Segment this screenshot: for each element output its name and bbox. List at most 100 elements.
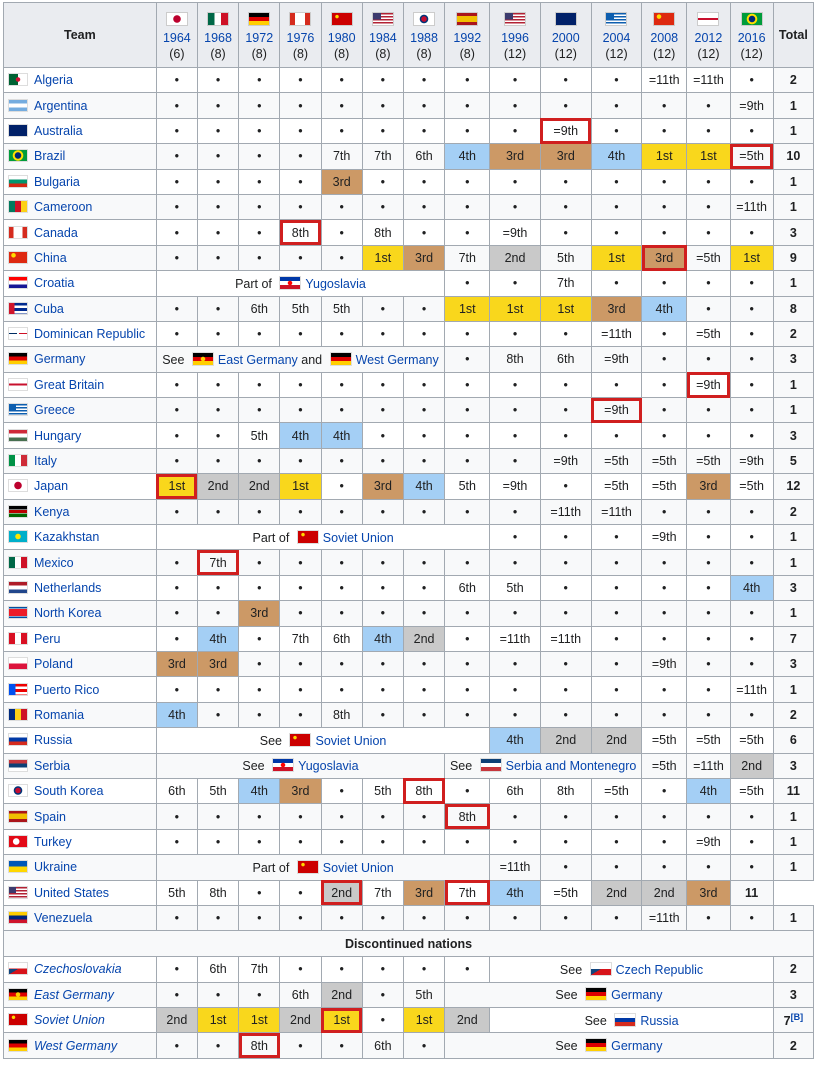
footnote-link[interactable]: [B] (790, 1012, 804, 1023)
year-link[interactable]: 1964 (162, 30, 191, 45)
year-link[interactable]: 2000 (551, 30, 580, 45)
team-link[interactable]: Soviet Union (34, 1013, 105, 1028)
team-link[interactable]: Algeria (34, 73, 73, 88)
team-link[interactable]: China (34, 250, 67, 265)
team-link[interactable]: Puerto Rico (34, 682, 100, 697)
result-cell: 1st (155, 473, 198, 500)
team-link[interactable]: Germany (34, 352, 86, 367)
team-link[interactable]: Poland (34, 657, 73, 672)
team-link[interactable]: Cameroon (34, 200, 93, 215)
see-link[interactable]: West Germany (355, 352, 439, 367)
result-cell: • (489, 650, 541, 678)
result-cell: • (361, 828, 404, 856)
team-link[interactable]: Kazakhstan (34, 530, 100, 545)
team-link[interactable]: Cuba (34, 301, 64, 316)
year-header-1972[interactable]: 1972 (8) (238, 2, 281, 68)
year-header-1996[interactable]: 1996 (12) (489, 2, 541, 68)
team-link[interactable]: Greece (34, 403, 75, 418)
see-link[interactable]: Yugoslavia (305, 276, 366, 291)
year-link[interactable]: 2012 (694, 30, 723, 45)
see-link[interactable]: Soviet Union (322, 860, 394, 875)
result-cell: • (402, 320, 446, 348)
team-link[interactable]: Argentina (34, 98, 88, 113)
team-link[interactable]: Turkey (34, 834, 72, 849)
table-row: Dominican Republic • • • • • • • • • • =11th • =5th • 2 (3, 320, 815, 348)
team-link[interactable]: East Germany (34, 987, 114, 1002)
team-link[interactable]: Bulgaria (34, 174, 80, 189)
team-link[interactable]: Great Britain (34, 377, 105, 392)
ussr-flag-icon (289, 732, 312, 747)
total-cell: 3 (772, 422, 815, 449)
team-link[interactable]: Canada (34, 225, 78, 240)
result-cell: • (279, 244, 322, 272)
eastgermany-flag-icon (191, 351, 214, 366)
team-link[interactable]: South Korea (34, 784, 104, 799)
result-cell: • (238, 701, 281, 729)
team-link[interactable]: United States (34, 885, 110, 900)
see-link[interactable]: Germany (611, 988, 663, 1003)
section-header-row: Discontinued nations (3, 930, 814, 958)
year-header-2008[interactable]: 2008 (12) (641, 2, 688, 68)
team-link[interactable]: Peru (34, 631, 61, 646)
year-link[interactable]: 1968 (204, 30, 232, 45)
team-link[interactable]: Venezuela (34, 911, 93, 926)
result-cell: 1st (279, 473, 322, 500)
year-link[interactable]: 2008 (650, 30, 679, 45)
year-header-2012[interactable]: 2012 (12) (686, 2, 731, 68)
result-cell: • (320, 397, 363, 424)
see-link[interactable]: Yugoslavia (298, 759, 359, 774)
team-link[interactable]: Kenya (34, 504, 70, 519)
year-link[interactable]: 1988 (410, 30, 438, 45)
team-link[interactable]: Mexico (34, 555, 74, 570)
see-link[interactable]: Germany (611, 1039, 663, 1054)
see-link[interactable]: Serbia and Montenegro (505, 759, 637, 774)
year-header-1984[interactable]: 1984 (8) (361, 2, 404, 68)
year-link[interactable]: 1992 (453, 30, 482, 45)
team-link[interactable]: Romania (34, 707, 85, 722)
year-link[interactable]: 2004 (602, 30, 631, 45)
team-link[interactable]: Hungary (34, 428, 82, 443)
team-name-cell: United States (3, 879, 157, 906)
team-link[interactable]: Japan (34, 479, 69, 494)
result-cell: 3rd (361, 473, 404, 500)
year-link[interactable]: 1976 (286, 30, 315, 45)
year-header-1980[interactable]: 1980 (8) (320, 2, 363, 68)
team-count: (12) (605, 46, 628, 61)
see-link[interactable]: Soviet Union (322, 530, 394, 545)
team-link[interactable]: Ukraine (34, 860, 78, 875)
team-link[interactable]: Australia (34, 123, 83, 138)
result-cell: 7th (361, 143, 404, 170)
team-link[interactable]: Netherlands (34, 581, 102, 595)
team-link[interactable]: Italy (34, 454, 57, 469)
see-link[interactable]: Soviet Union (315, 733, 387, 748)
team-link[interactable]: Russia (34, 733, 73, 748)
year-link[interactable]: 1980 (327, 30, 356, 45)
year-link[interactable]: 1972 (245, 30, 274, 45)
see-link[interactable]: Russia (640, 1013, 679, 1028)
year-link[interactable]: 2016 (737, 30, 766, 45)
team-link[interactable]: Serbia (34, 758, 71, 773)
result-cell: • (729, 498, 774, 526)
see-link[interactable]: Czech Republic (615, 962, 704, 977)
team-link[interactable]: Dominican Republic (34, 327, 146, 342)
team-link[interactable]: Croatia (34, 276, 75, 291)
see-link[interactable]: East Germany (217, 352, 298, 367)
year-link[interactable]: 1984 (368, 30, 397, 45)
result-cell: • (641, 371, 688, 399)
year-header-2000[interactable]: 2000 (12) (539, 2, 592, 68)
year-header-2016[interactable]: 2016 (12) (729, 2, 774, 68)
team-link[interactable]: North Korea (34, 606, 102, 621)
team-link[interactable]: West Germany (34, 1038, 118, 1053)
team-link[interactable]: Spain (34, 809, 66, 824)
year-header-1964[interactable]: 1964 (6) (155, 2, 198, 68)
year-header-2004[interactable]: 2004 (12) (590, 2, 643, 68)
team-link[interactable]: Czechoslovakia (34, 962, 122, 977)
team-link[interactable]: Brazil (34, 149, 66, 164)
year-header-1992[interactable]: 1992 (8) (444, 2, 491, 68)
year-header-1968[interactable]: 1968 (8) (196, 2, 240, 68)
host-canada-flag-icon (289, 11, 312, 26)
year-link[interactable]: 1996 (501, 30, 529, 45)
year-header-1988[interactable]: 1988 (8) (402, 2, 446, 68)
total-cell: 1 (772, 600, 815, 627)
year-header-1976[interactable]: 1976 (8) (279, 2, 322, 68)
